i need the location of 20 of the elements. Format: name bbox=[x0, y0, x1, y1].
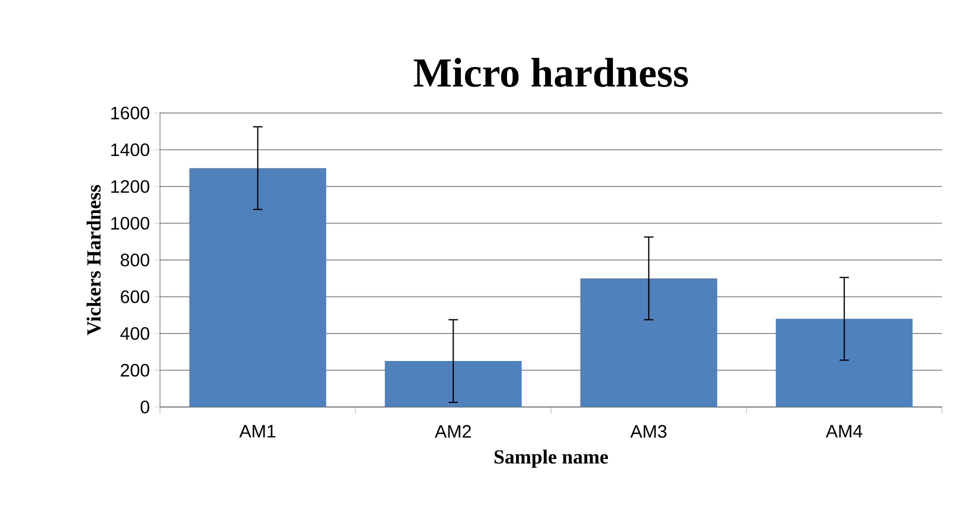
y-tick-label: 0 bbox=[140, 400, 150, 414]
x-tick-label: AM1 bbox=[239, 425, 276, 438]
y-tick-label: 800 bbox=[120, 254, 150, 266]
x-tick-label: AM3 bbox=[630, 425, 666, 438]
y-axis-title: Vickers Hardness bbox=[86, 185, 101, 336]
y-tick-label: 1400 bbox=[111, 143, 150, 156]
y-tick-label: 400 bbox=[120, 327, 150, 340]
y-tick-label: 1600 bbox=[111, 106, 150, 120]
y-tick-label: 200 bbox=[120, 364, 150, 377]
x-axis-title: Sample name bbox=[494, 450, 608, 468]
x-tick-label: AM4 bbox=[826, 425, 862, 438]
bar bbox=[384, 361, 522, 407]
y-tick-label: 1200 bbox=[111, 180, 150, 193]
y-tick-label: 600 bbox=[120, 290, 150, 304]
y-tick-label: 1000 bbox=[111, 216, 150, 230]
bar bbox=[776, 318, 913, 407]
x-tick-label: AM2 bbox=[434, 425, 471, 438]
bar bbox=[189, 168, 326, 407]
bar bbox=[580, 278, 718, 407]
chart-title: Micro hardness bbox=[414, 58, 688, 87]
